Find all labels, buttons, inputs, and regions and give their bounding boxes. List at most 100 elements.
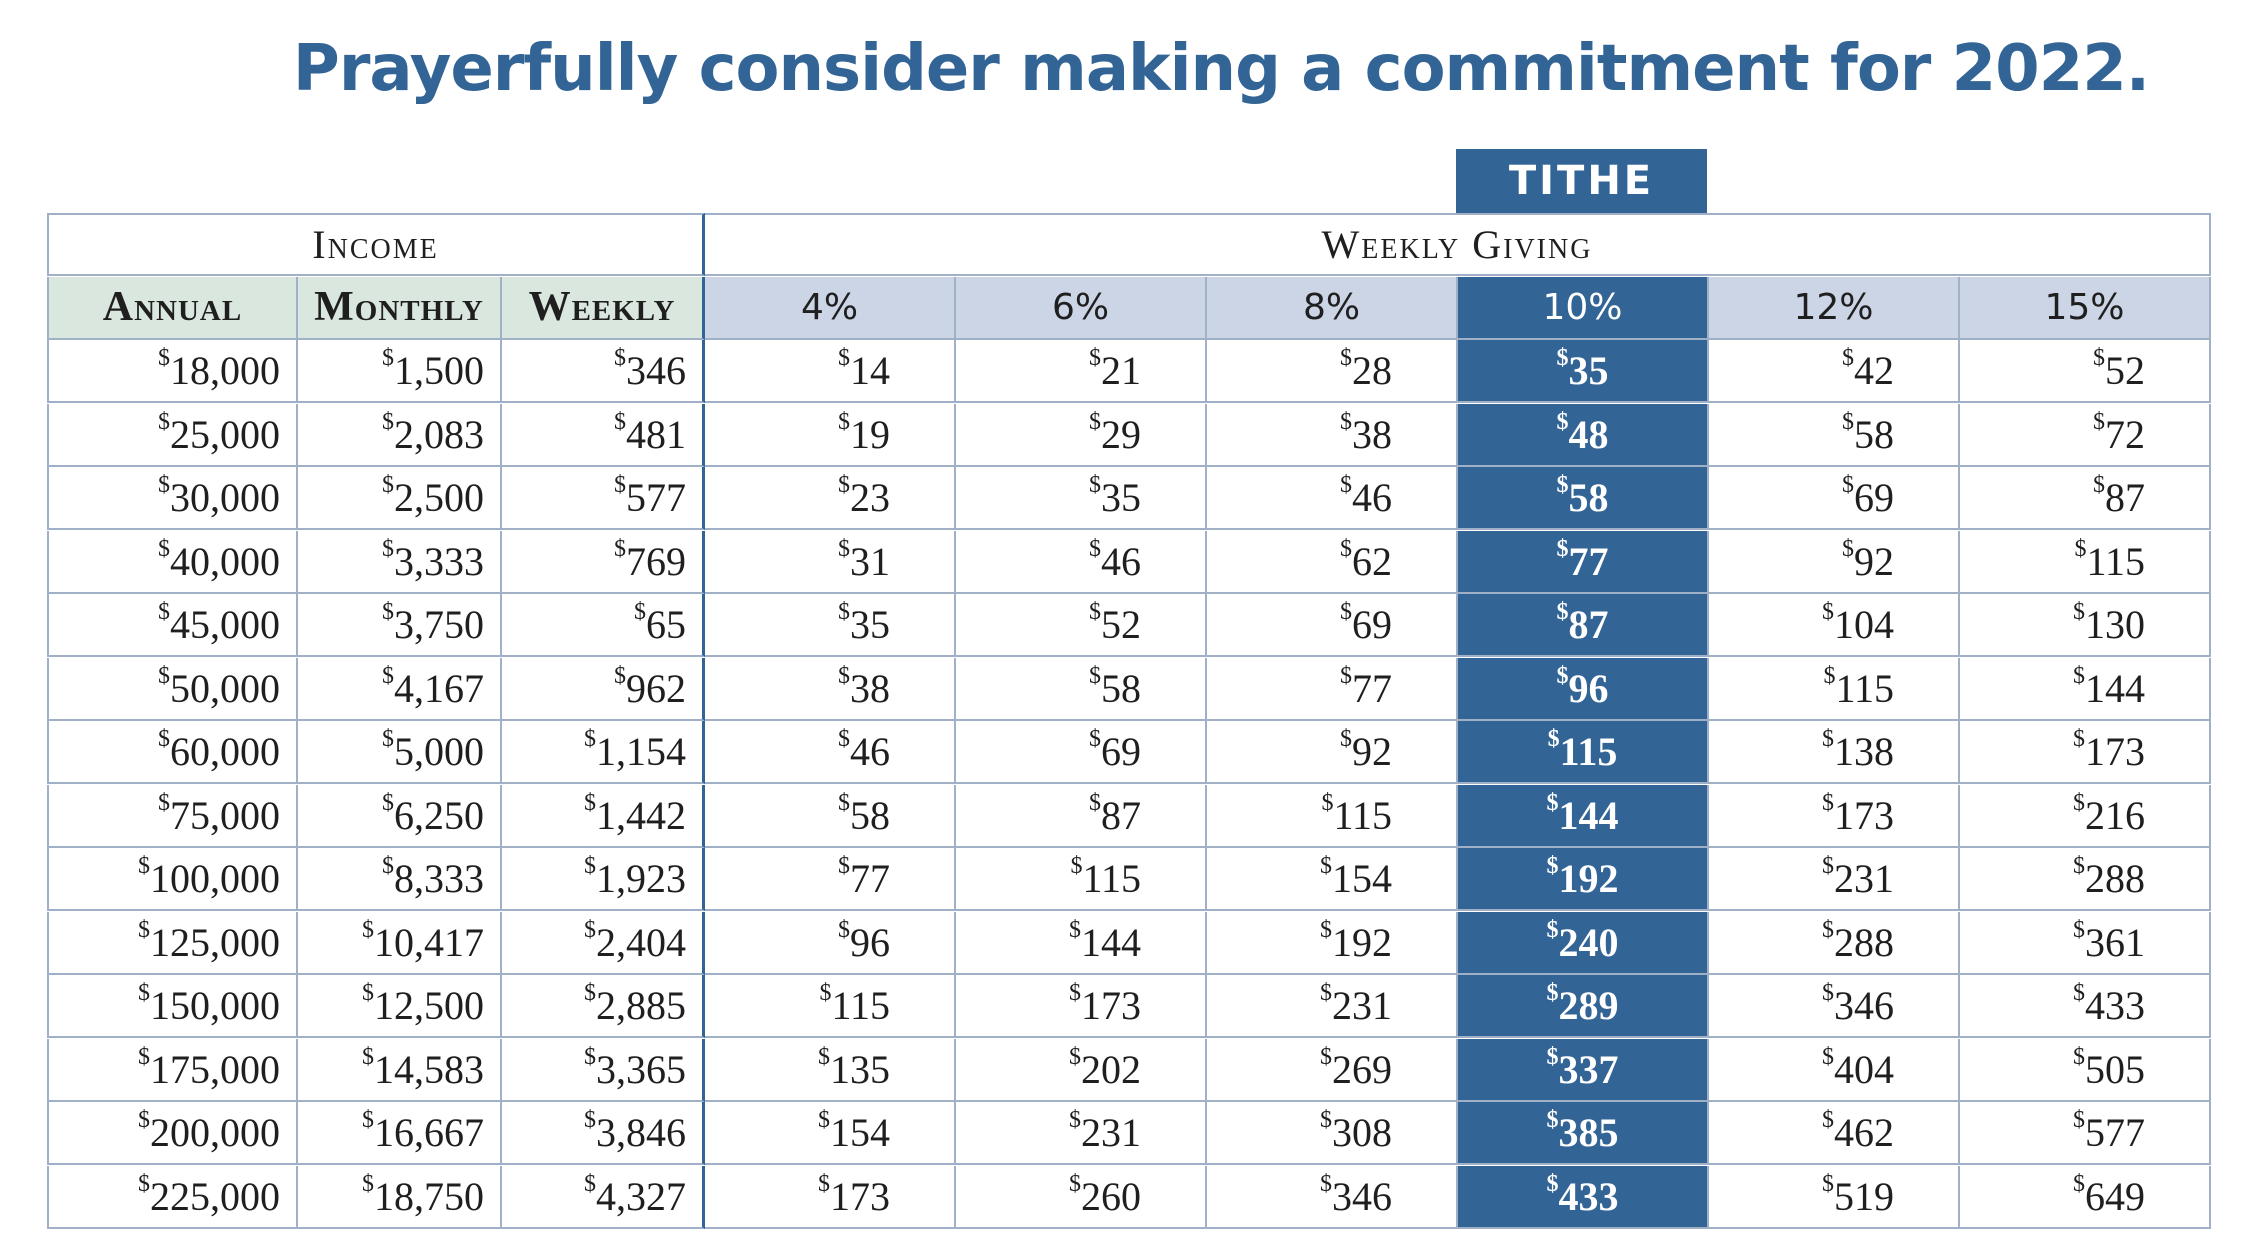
table-row: $125,000 $10,417 $2,404 $96 $144 $192 $240 $288… bbox=[47, 911, 2211, 975]
giving-cell: $154 bbox=[1207, 848, 1458, 911]
cell-value: 72 bbox=[2105, 411, 2145, 457]
currency-symbol: $ bbox=[362, 1043, 374, 1070]
currency-symbol: $ bbox=[1321, 789, 1334, 816]
currency-symbol: $ bbox=[614, 408, 626, 435]
currency-symbol: $ bbox=[2093, 472, 2105, 498]
percent-column-header: 8% bbox=[1207, 276, 1458, 340]
income-column-header: Monthly bbox=[298, 276, 502, 340]
currency-symbol: $ bbox=[2073, 853, 2085, 879]
currency-symbol: $ bbox=[382, 472, 394, 498]
currency-symbol: $ bbox=[2073, 980, 2085, 1006]
currency-symbol: $ bbox=[2073, 789, 2085, 816]
currency-symbol: $ bbox=[634, 599, 646, 625]
cell-value: 769 bbox=[626, 538, 686, 584]
currency-symbol: $ bbox=[382, 726, 394, 752]
currency-symbol: $ bbox=[838, 853, 850, 879]
cell-value: 135 bbox=[830, 1046, 890, 1092]
currency-symbol: $ bbox=[158, 599, 170, 625]
currency-symbol: $ bbox=[1546, 789, 1559, 816]
currency-symbol: $ bbox=[2073, 916, 2085, 943]
giving-cell: $505 bbox=[1960, 1038, 2211, 1102]
income-monthly-cell: $2,083 bbox=[298, 403, 502, 467]
giving-cell: $19 bbox=[705, 403, 956, 467]
currency-symbol: $ bbox=[382, 789, 394, 816]
currency-symbol: $ bbox=[1089, 345, 1101, 371]
percent-column-header: 4% bbox=[705, 276, 956, 340]
cell-value: 77 bbox=[1352, 665, 1392, 711]
giving-cell: $46 bbox=[1207, 467, 1458, 530]
cell-value: 225,000 bbox=[150, 1173, 280, 1219]
cell-value: 154 bbox=[830, 1110, 890, 1155]
income-annual-cell: $100,000 bbox=[47, 848, 298, 911]
giving-cell: $38 bbox=[705, 657, 956, 721]
currency-symbol: $ bbox=[1822, 599, 1834, 625]
giving-cell: $104 bbox=[1709, 594, 1960, 657]
income-group-header: Income bbox=[47, 213, 705, 276]
cell-value: 138 bbox=[1834, 729, 1894, 774]
currency-symbol: $ bbox=[614, 535, 626, 562]
currency-symbol: $ bbox=[1546, 980, 1559, 1006]
currency-symbol: $ bbox=[1089, 662, 1101, 689]
cell-value: 87 bbox=[2105, 475, 2145, 520]
currency-symbol: $ bbox=[362, 1107, 374, 1133]
giving-cell: $115 bbox=[1709, 657, 1960, 721]
cell-value: 144 bbox=[1558, 792, 1619, 838]
cell-value: 46 bbox=[850, 729, 890, 774]
cell-value: 2,404 bbox=[596, 919, 686, 965]
giving-cell: $35 bbox=[705, 594, 956, 657]
giving-cell: $77 bbox=[705, 848, 956, 911]
currency-symbol: $ bbox=[584, 726, 596, 752]
income-monthly-cell: $12,500 bbox=[298, 975, 502, 1038]
cell-value: 346 bbox=[1332, 1173, 1392, 1219]
giving-cell: $269 bbox=[1207, 1038, 1458, 1102]
cell-value: 46 bbox=[1352, 475, 1392, 520]
cell-value: 31 bbox=[850, 538, 890, 584]
currency-symbol: $ bbox=[614, 472, 626, 498]
giving-cell: $29 bbox=[956, 403, 1207, 467]
cell-value: 18,750 bbox=[374, 1173, 484, 1219]
currency-symbol: $ bbox=[158, 345, 170, 371]
income-weekly-cell: $577 bbox=[502, 467, 705, 530]
currency-symbol: $ bbox=[1320, 1170, 1332, 1197]
currency-symbol: $ bbox=[1842, 535, 1854, 562]
cell-value: 16,667 bbox=[374, 1110, 484, 1155]
currency-symbol: $ bbox=[819, 980, 832, 1006]
income-annual-cell: $40,000 bbox=[47, 530, 298, 594]
giving-cell: $96 bbox=[705, 911, 956, 975]
cell-value: 115 bbox=[1559, 729, 1618, 774]
currency-symbol: $ bbox=[1556, 662, 1569, 689]
cell-value: 481 bbox=[626, 411, 686, 457]
giving-cell: $202 bbox=[956, 1038, 1207, 1102]
currency-symbol: $ bbox=[1546, 1107, 1559, 1133]
tithe-cell: $144 bbox=[1458, 784, 1709, 848]
giving-cell: $31 bbox=[705, 530, 956, 594]
percent-column-header: 6% bbox=[956, 276, 1207, 340]
currency-symbol: $ bbox=[838, 599, 850, 625]
currency-symbol: $ bbox=[1340, 345, 1352, 371]
cell-value: 58 bbox=[1854, 411, 1894, 457]
cell-value: 3,750 bbox=[394, 602, 484, 647]
currency-symbol: $ bbox=[1822, 916, 1834, 943]
giving-cell: $42 bbox=[1709, 340, 1960, 403]
currency-symbol: $ bbox=[584, 1043, 596, 1070]
currency-symbol: $ bbox=[818, 1170, 830, 1197]
currency-symbol: $ bbox=[838, 662, 850, 689]
income-weekly-cell: $3,365 bbox=[502, 1038, 705, 1102]
cell-value: 12,500 bbox=[374, 983, 484, 1028]
cell-value: 192 bbox=[1332, 919, 1392, 965]
currency-symbol: $ bbox=[382, 853, 394, 879]
currency-symbol: $ bbox=[138, 980, 150, 1006]
giving-cell: $649 bbox=[1960, 1165, 2211, 1229]
currency-symbol: $ bbox=[1089, 599, 1101, 625]
currency-symbol: $ bbox=[1842, 345, 1854, 371]
cell-value: 23 bbox=[850, 475, 890, 520]
cell-value: 337 bbox=[1558, 1046, 1619, 1092]
tithe-cell: $240 bbox=[1458, 911, 1709, 975]
giving-cell: $192 bbox=[1207, 911, 1458, 975]
income-annual-cell: $45,000 bbox=[47, 594, 298, 657]
cell-value: 231 bbox=[1081, 1110, 1141, 1155]
currency-symbol: $ bbox=[1069, 980, 1081, 1006]
cell-value: 649 bbox=[2085, 1173, 2145, 1219]
currency-symbol: $ bbox=[1089, 726, 1101, 752]
cell-value: 3,333 bbox=[394, 538, 484, 584]
